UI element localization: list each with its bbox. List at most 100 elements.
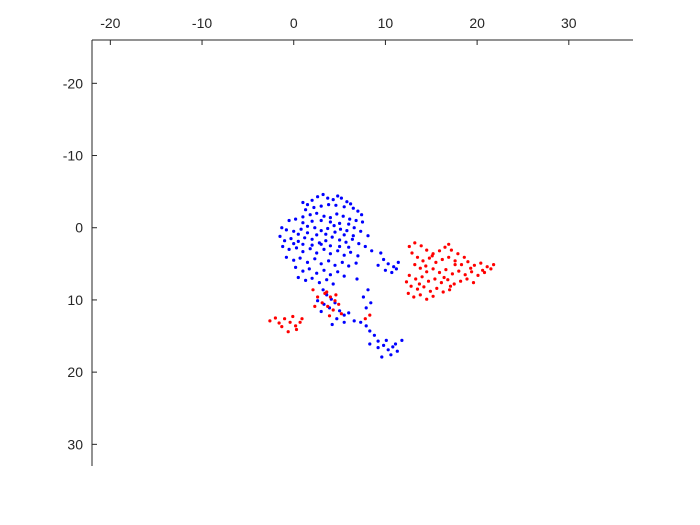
scatter-point xyxy=(379,251,383,255)
scatter-point xyxy=(283,317,287,321)
scatter-point xyxy=(339,196,343,200)
scatter-point xyxy=(330,322,334,327)
scatter-point xyxy=(315,271,319,275)
scatter-point xyxy=(326,304,330,308)
scatter-point xyxy=(426,279,431,283)
scatter-point xyxy=(345,200,349,204)
scatter-point xyxy=(305,260,310,264)
scatter-point xyxy=(391,345,395,349)
scatter-point xyxy=(437,270,442,275)
scatter-point xyxy=(356,254,360,258)
scatter-point xyxy=(308,213,312,217)
scatter-point xyxy=(389,353,393,357)
scatter-point xyxy=(339,312,343,316)
scatter-point xyxy=(400,338,404,342)
y-tick-label: 0 xyxy=(75,220,83,236)
y-tick-label: -20 xyxy=(63,75,83,91)
scatter-point xyxy=(319,309,323,314)
scatter-point xyxy=(459,279,463,283)
scatter-point xyxy=(479,261,483,265)
scatter-point xyxy=(292,242,296,246)
scatter-point xyxy=(471,281,476,285)
scatter-point xyxy=(415,255,420,259)
scatter-point xyxy=(370,249,374,253)
scatter-point xyxy=(310,276,314,280)
scatter-point xyxy=(456,252,460,256)
scatter-point xyxy=(434,260,438,264)
scatter-point xyxy=(283,239,287,243)
x-tick-label: 0 xyxy=(290,15,298,31)
scatter-point xyxy=(328,220,332,224)
scatter-point xyxy=(327,314,332,318)
scatter-point xyxy=(341,214,345,218)
y-tick-label: 10 xyxy=(67,292,83,308)
scatter-point xyxy=(336,249,340,253)
scatter-point xyxy=(442,275,446,280)
scatter-point xyxy=(352,319,356,323)
scatter-point xyxy=(334,293,338,297)
scatter-point xyxy=(422,285,426,289)
scatter-point xyxy=(338,238,342,242)
scatter-point xyxy=(419,244,423,248)
scatter-point xyxy=(443,245,447,249)
scatter-point xyxy=(441,290,445,294)
scatter-point xyxy=(338,221,342,225)
scatter-point xyxy=(325,290,329,294)
scatter-point xyxy=(450,272,454,276)
scatter-point xyxy=(427,256,431,260)
scatter-point xyxy=(301,242,305,246)
scatter-point xyxy=(301,250,305,254)
scatter-point xyxy=(347,311,351,315)
scatter-point xyxy=(360,213,364,217)
scatter-point xyxy=(462,255,466,259)
scatter-point xyxy=(447,255,451,259)
scatter-point xyxy=(366,288,370,292)
scatter-point xyxy=(386,348,390,352)
scatter-point xyxy=(313,226,317,230)
scatter-point xyxy=(298,256,302,260)
data-points xyxy=(268,192,496,359)
scatter-point xyxy=(328,252,332,256)
scatter-point xyxy=(431,267,435,271)
scatter-point xyxy=(382,257,386,262)
scatter-point xyxy=(319,204,323,208)
scatter-point xyxy=(424,264,428,268)
scatter-point xyxy=(361,295,365,299)
scatter-point xyxy=(315,251,319,255)
scatter-point xyxy=(296,275,300,280)
scatter-point xyxy=(444,268,448,272)
scatter-point xyxy=(310,219,314,223)
scatter-point xyxy=(414,277,418,281)
scatter-point xyxy=(280,325,284,329)
scatter-point xyxy=(294,265,298,269)
series-1 xyxy=(268,241,496,334)
scatter-point xyxy=(316,195,320,199)
scatter-point xyxy=(342,205,346,209)
scatter-point xyxy=(336,270,340,274)
scatter-point xyxy=(349,202,353,206)
scatter-point xyxy=(338,227,343,231)
scatter-point xyxy=(342,274,346,278)
scatter-point xyxy=(348,217,352,221)
scatter-point xyxy=(287,247,291,251)
scatter-point xyxy=(325,278,329,282)
scatter-point xyxy=(321,192,325,197)
scatter-point xyxy=(437,249,442,253)
scatter-point xyxy=(291,314,295,319)
scatter-point xyxy=(327,203,331,207)
scatter-point xyxy=(294,217,298,221)
scatter-point xyxy=(447,242,451,246)
scatter-point xyxy=(319,262,323,266)
scatter-point xyxy=(310,243,314,247)
scatter-point xyxy=(363,244,367,249)
scatter-point xyxy=(360,220,365,224)
scatter-point xyxy=(395,349,399,353)
scatter-point xyxy=(320,301,324,305)
scatter-point xyxy=(304,208,308,212)
scatter-point xyxy=(351,206,355,210)
scatter-point xyxy=(319,242,323,246)
scatter-point xyxy=(420,275,424,279)
scatter-point xyxy=(380,355,384,359)
scatter-point xyxy=(313,257,317,261)
scatter-point xyxy=(376,339,380,343)
